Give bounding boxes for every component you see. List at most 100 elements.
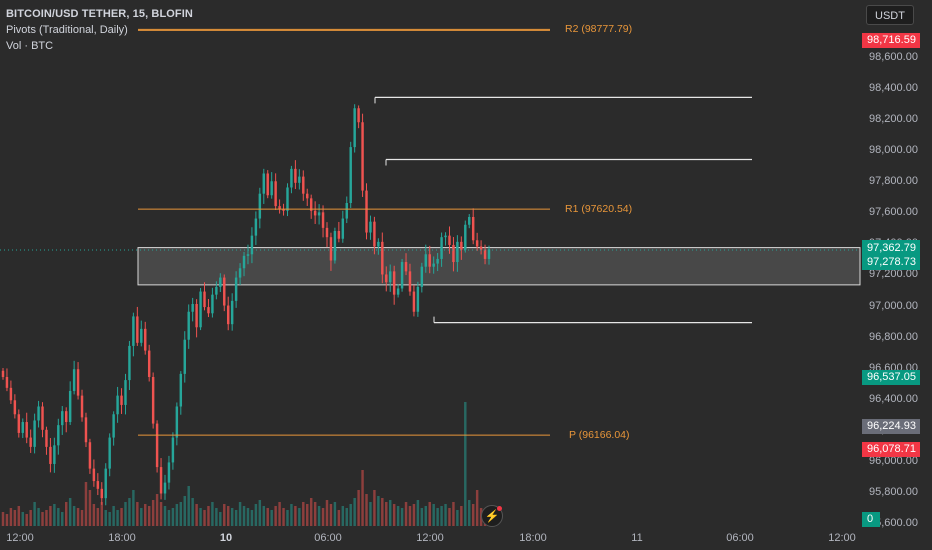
volume-bar <box>369 502 372 526</box>
volume-bar <box>5 514 9 526</box>
volume-bar <box>140 508 143 526</box>
time-tick: 12:00 <box>416 532 444 544</box>
candle-body <box>211 294 214 314</box>
volume-bar <box>112 506 115 526</box>
candle-body <box>464 224 467 250</box>
time-tick: 18:00 <box>108 532 136 544</box>
volume-bar <box>100 502 104 526</box>
symbol-title[interactable]: BITCOIN/USD TETHER, 15, BLOFIN <box>6 8 193 20</box>
candle-body <box>1 370 5 377</box>
volume-bar <box>325 500 329 526</box>
volume-bar <box>329 504 333 526</box>
volume-bar <box>61 512 64 526</box>
indicator-pivots[interactable]: Pivots (Traditional, Daily) <box>6 24 128 36</box>
volume-bar <box>424 506 428 526</box>
candle-body <box>396 288 400 295</box>
volume-bar <box>203 510 206 526</box>
candle-body <box>471 216 475 241</box>
notification-dot <box>497 506 502 511</box>
volume-bar <box>187 486 190 526</box>
candle-body <box>84 417 88 443</box>
volume-bar <box>321 508 325 526</box>
volume-bar <box>45 510 48 526</box>
candle-body <box>306 193 309 199</box>
candle-body <box>104 468 107 499</box>
candle-body <box>191 303 194 312</box>
volume-bar <box>294 506 297 526</box>
volume-bar <box>460 506 463 526</box>
candle-body <box>377 241 380 247</box>
volume-bar <box>136 502 139 526</box>
candle-body <box>373 221 376 247</box>
volume-bar <box>132 490 135 526</box>
candle-body <box>132 316 135 346</box>
volume-bar <box>471 504 475 526</box>
candle-body <box>475 240 479 247</box>
candle-body <box>246 254 250 256</box>
candle-body <box>254 218 258 236</box>
candle-body <box>388 271 392 283</box>
indicator-volume[interactable]: Vol · BTC <box>6 40 54 52</box>
support-price-badge: 96,537.05 <box>862 370 920 386</box>
volume-bar <box>17 506 21 526</box>
volume-bar <box>254 504 258 526</box>
lightning-icon[interactable]: ⚡ <box>481 505 503 527</box>
time-tick: 12:00 <box>828 532 856 544</box>
price-tick: 96,000.00 <box>869 454 918 467</box>
volume-bar <box>373 490 376 526</box>
candle-body <box>250 235 254 255</box>
volume-bar <box>120 508 123 526</box>
candle-body <box>420 266 424 287</box>
candle-body <box>345 203 348 219</box>
candle-body <box>112 414 115 438</box>
volume-bar <box>286 510 289 526</box>
candle-body <box>452 244 455 263</box>
candle-body <box>230 300 234 325</box>
candle-body <box>76 369 80 396</box>
candle-body <box>337 230 341 239</box>
volume-bar <box>223 504 226 526</box>
currency-button[interactable]: USDT <box>866 5 914 25</box>
volume-bar <box>33 502 36 526</box>
volume-bar <box>306 504 309 526</box>
candle-body <box>155 423 159 468</box>
candle-body <box>479 246 483 250</box>
volume-bar <box>266 508 269 526</box>
volume-bar <box>270 510 273 526</box>
pivot-label: P (96166.04) <box>569 429 630 442</box>
volume-bar <box>365 494 368 526</box>
volume-bar <box>278 502 281 526</box>
candle-body <box>57 425 60 446</box>
volume-bar <box>25 514 28 526</box>
volume-bar <box>76 508 80 526</box>
candle-body <box>238 268 242 278</box>
volume-bar <box>400 508 404 526</box>
volume-bar <box>151 500 155 526</box>
candle-body <box>223 277 226 306</box>
candle-body <box>274 181 277 207</box>
volume-bar <box>349 504 352 526</box>
order-block-zone <box>137 247 861 286</box>
candle-body <box>385 274 388 283</box>
volume-bar <box>211 502 214 526</box>
candle-body <box>128 345 131 381</box>
pivot-lines <box>138 28 550 436</box>
candle-body <box>424 254 428 267</box>
candle-body <box>64 411 68 423</box>
volume-bar <box>159 502 163 526</box>
pivot-label: R1 (97620.54) <box>565 203 633 216</box>
candle-body <box>207 307 210 314</box>
volume-bar <box>317 506 321 526</box>
volume-bar <box>250 510 254 526</box>
volume-bar <box>377 496 380 526</box>
candle-body <box>163 482 167 494</box>
volume-bar <box>313 502 317 526</box>
candle-body <box>286 187 289 211</box>
candle-body <box>440 237 443 259</box>
candle-body <box>108 437 111 469</box>
candles <box>1 104 491 506</box>
volume-bar <box>333 502 337 526</box>
volume-bar <box>64 502 68 526</box>
volume-bar <box>104 510 107 526</box>
